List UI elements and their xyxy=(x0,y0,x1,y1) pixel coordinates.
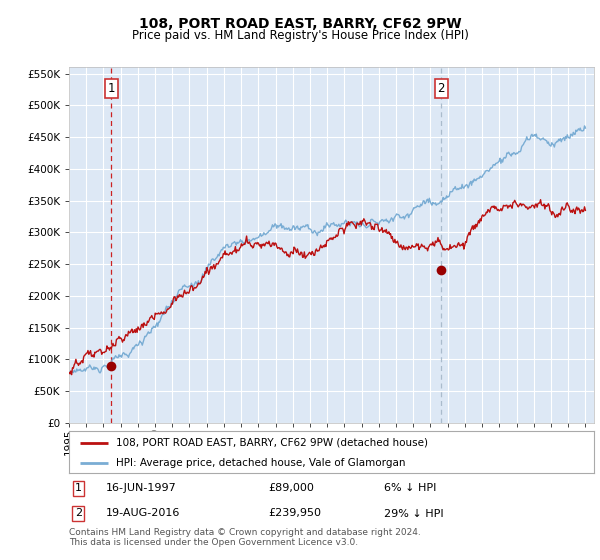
Text: HPI: Average price, detached house, Vale of Glamorgan: HPI: Average price, detached house, Vale… xyxy=(116,458,406,468)
Text: 1: 1 xyxy=(107,82,115,95)
Text: 29% ↓ HPI: 29% ↓ HPI xyxy=(384,508,443,519)
Text: Price paid vs. HM Land Registry's House Price Index (HPI): Price paid vs. HM Land Registry's House … xyxy=(131,29,469,42)
Text: 19-AUG-2016: 19-AUG-2016 xyxy=(106,508,180,519)
Text: 16-JUN-1997: 16-JUN-1997 xyxy=(106,483,176,493)
Text: 108, PORT ROAD EAST, BARRY, CF62 9PW: 108, PORT ROAD EAST, BARRY, CF62 9PW xyxy=(139,17,461,31)
Text: 108, PORT ROAD EAST, BARRY, CF62 9PW (detached house): 108, PORT ROAD EAST, BARRY, CF62 9PW (de… xyxy=(116,438,428,448)
Text: Contains HM Land Registry data © Crown copyright and database right 2024.
This d: Contains HM Land Registry data © Crown c… xyxy=(69,528,421,547)
Text: 6% ↓ HPI: 6% ↓ HPI xyxy=(384,483,436,493)
Text: 1: 1 xyxy=(75,483,82,493)
Text: 2: 2 xyxy=(437,82,445,95)
Text: 2: 2 xyxy=(75,508,82,519)
Text: £89,000: £89,000 xyxy=(269,483,314,493)
Text: £239,950: £239,950 xyxy=(269,508,322,519)
